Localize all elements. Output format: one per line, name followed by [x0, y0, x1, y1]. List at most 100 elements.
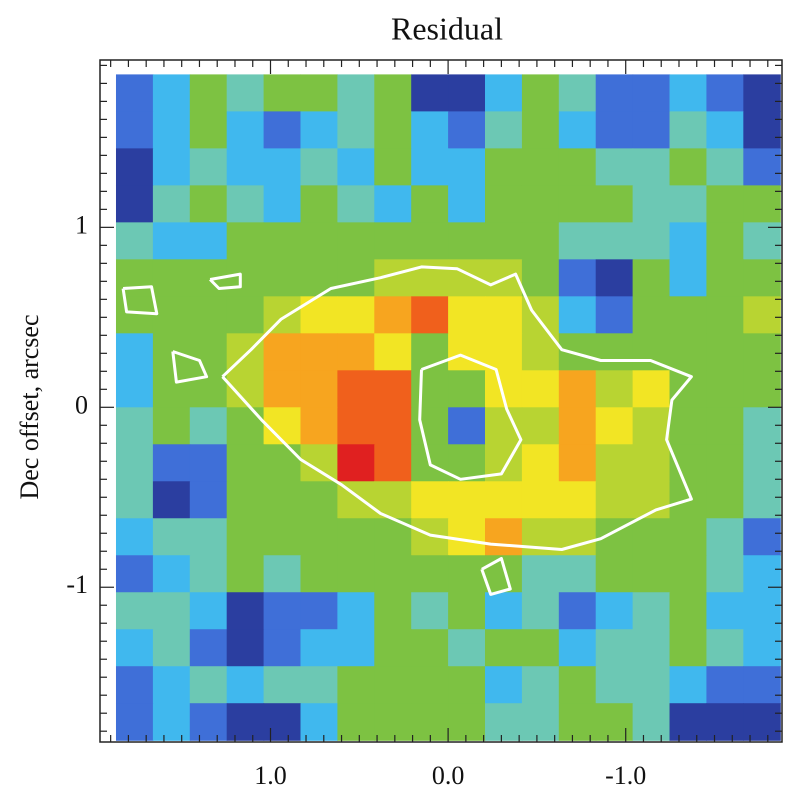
- heatmap-cell: [411, 296, 449, 334]
- heatmap: [115, 74, 781, 741]
- heatmap-cell: [558, 185, 597, 223]
- heatmap-cell: [743, 296, 781, 334]
- heatmap-cell: [521, 592, 560, 630]
- heatmap-cell: [263, 111, 302, 149]
- heatmap-cell: [300, 592, 338, 630]
- heatmap-cell: [115, 703, 154, 741]
- heatmap-cell: [374, 222, 412, 260]
- heatmap-cell: [411, 703, 449, 741]
- heatmap-cell: [411, 111, 449, 149]
- heatmap-cell: [337, 592, 375, 630]
- heatmap-cell: [115, 111, 154, 149]
- heatmap-cell: [669, 296, 708, 334]
- heatmap-cell: [226, 333, 265, 371]
- heatmap-cell: [706, 74, 744, 112]
- heatmap-cell: [374, 629, 412, 667]
- heatmap-cell: [706, 555, 744, 593]
- heatmap-cell: [448, 185, 486, 223]
- heatmap-cell: [669, 555, 708, 593]
- heatmap-cell: [558, 592, 597, 630]
- heatmap-cell: [189, 518, 228, 556]
- heatmap-cell: [558, 74, 597, 112]
- heatmap-cell: [152, 592, 191, 630]
- heatmap-cell: [485, 703, 523, 741]
- heatmap-cell: [632, 629, 671, 667]
- contour: [221, 265, 693, 551]
- heatmap-cell: [300, 555, 338, 593]
- heatmap-cell: [632, 259, 671, 297]
- heatmap-cell: [337, 74, 375, 112]
- heatmap-cell: [300, 259, 338, 297]
- heatmap-cell: [485, 481, 523, 519]
- heatmap-cell: [226, 555, 265, 593]
- heatmap-cell: [226, 259, 265, 297]
- heatmap-cell: [337, 148, 375, 186]
- heatmap-cell: [706, 296, 744, 334]
- heatmap-cell: [706, 111, 744, 149]
- heatmap-cell: [189, 148, 228, 186]
- heatmap-cell: [669, 222, 708, 260]
- heatmap-cell: [152, 518, 191, 556]
- heatmap-cell: [521, 666, 560, 704]
- heatmap-cell: [263, 518, 302, 556]
- heatmap-cell: [300, 407, 338, 445]
- heatmap-cell: [189, 629, 228, 667]
- heatmap-cell: [226, 444, 265, 482]
- heatmap-cell: [115, 296, 154, 334]
- heatmap-cell: [632, 444, 671, 482]
- heatmap-cell: [558, 407, 597, 445]
- heatmap-cell: [632, 407, 671, 445]
- heatmap-cell: [743, 518, 781, 556]
- heatmap-cell: [115, 444, 154, 482]
- heatmap-cell: [595, 444, 634, 482]
- heatmap-cell: [743, 370, 781, 408]
- heatmap-cell: [337, 629, 375, 667]
- heatmap-cell: [632, 370, 671, 408]
- heatmap-cell: [558, 111, 597, 149]
- heatmap-cell: [337, 222, 375, 260]
- heatmap-cell: [485, 148, 523, 186]
- heatmap-cell: [521, 259, 560, 297]
- heatmap-cell: [189, 222, 228, 260]
- heatmap-cell: [152, 444, 191, 482]
- heatmap-cell: [448, 111, 486, 149]
- heatmap-cell: [152, 481, 191, 519]
- heatmap-cell: [300, 703, 338, 741]
- heatmap-cell: [669, 666, 708, 704]
- heatmap-cell: [337, 370, 375, 408]
- heatmap-cell: [743, 74, 781, 112]
- heatmap-cell: [743, 111, 781, 149]
- heatmap-cell: [448, 592, 486, 630]
- heatmap-cell: [152, 703, 191, 741]
- heatmap-cell: [411, 185, 449, 223]
- heatmap-cell: [411, 555, 449, 593]
- plot-frame: [99, 59, 783, 743]
- heatmap-cell: [706, 518, 744, 556]
- heatmap-cell: [485, 185, 523, 223]
- heatmap-cell: [595, 555, 634, 593]
- heatmap-cell: [558, 703, 597, 741]
- heatmap-cell: [152, 185, 191, 223]
- heatmap-cell: [521, 444, 560, 482]
- heatmap-cell: [448, 370, 486, 408]
- heatmap-cell: [300, 333, 338, 371]
- heatmap-cell: [448, 629, 486, 667]
- heatmap-cell: [189, 481, 228, 519]
- heatmap-cell: [558, 629, 597, 667]
- heatmap-cell: [374, 444, 412, 482]
- heatmap-cell: [743, 407, 781, 445]
- heatmap-cell: [706, 185, 744, 223]
- heatmap-cell: [558, 296, 597, 334]
- heatmap-cell: [485, 407, 523, 445]
- heatmap-cell: [485, 296, 523, 334]
- heatmap-cell: [448, 703, 486, 741]
- heatmap-cell: [448, 148, 486, 186]
- heatmap-cell: [743, 259, 781, 297]
- heatmap-cell: [152, 222, 191, 260]
- heatmap-cell: [226, 407, 265, 445]
- heatmap-cell: [263, 296, 302, 334]
- heatmap-cell: [374, 148, 412, 186]
- heatmap-cell: [411, 481, 449, 519]
- heatmap-cell: [632, 703, 671, 741]
- heatmap-cell: [189, 592, 228, 630]
